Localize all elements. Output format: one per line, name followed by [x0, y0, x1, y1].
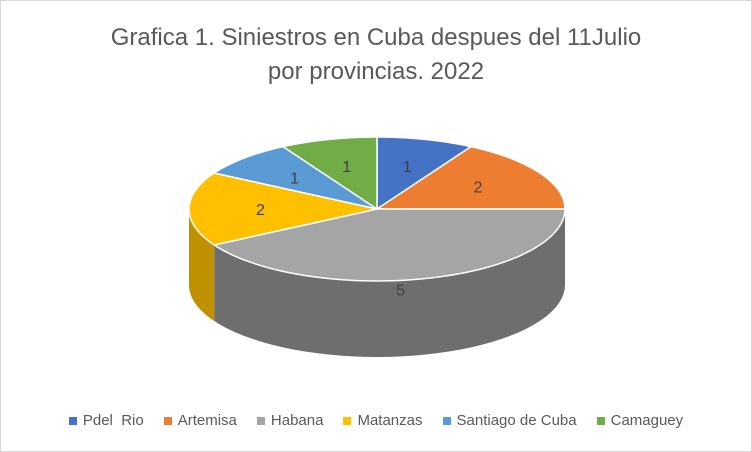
chart-title-line-1: Grafica 1. Siniestros en Cuba despues de…	[110, 24, 642, 51]
chart-title: Grafica 1. Siniestros en Cuba despues de…	[1, 21, 751, 89]
data-label-habana: 5	[396, 282, 405, 299]
legend-label: Artemisa	[177, 412, 237, 429]
legend-item-pdel-rio: Pdel Rio	[68, 412, 144, 429]
legend-item-santiago-de-cuba: Santiago de Cuba	[442, 412, 577, 429]
legend-swatch	[256, 416, 265, 425]
legend-swatch	[68, 416, 77, 425]
pie-slice-camaguey	[282, 136, 378, 210]
legend-label: Santiago de Cuba	[456, 412, 577, 429]
chart-title-line-2: por provincias. 2022	[267, 58, 485, 85]
legend-swatch	[343, 416, 352, 425]
pie-slice-santiago-de-cuba	[213, 145, 378, 210]
data-label-matanzas: 2	[256, 202, 265, 219]
legend-label: Pdel Rio	[82, 412, 144, 429]
data-label-artemisa: 2	[473, 180, 482, 197]
pie-slices	[188, 136, 566, 282]
data-label-pdel-rio: 1	[403, 159, 412, 176]
legend-swatch	[163, 416, 172, 425]
pie-chart: 1 2 5 2 1 1	[188, 136, 566, 357]
legend-item-artemisa: Artemisa	[163, 412, 237, 429]
legend-item-habana: Habana	[256, 412, 324, 429]
pie-slice-matanzas	[188, 172, 378, 246]
pie-data-labels: 1 2 5 2 1 1	[256, 159, 483, 299]
pie-side-habana	[214, 209, 565, 357]
pie-slice-pdel-rio	[376, 136, 472, 210]
legend-swatch	[442, 416, 451, 425]
data-label-santiago-de-cuba: 1	[290, 170, 299, 187]
legend-item-matanzas: Matanzas	[343, 412, 423, 429]
pie-sides	[189, 209, 565, 357]
legend-label: Habana	[270, 412, 324, 429]
pie-side-matanzas	[189, 209, 215, 321]
legend: Pdel Rio Artemisa Habana Matanzas Santiago d…	[1, 412, 751, 429]
legend-label: Camaguey	[610, 412, 684, 429]
legend-item-camaguey: Camaguey	[596, 412, 684, 429]
legend-label: Matanzas	[357, 412, 423, 429]
data-label-camaguey: 1	[342, 159, 351, 176]
legend-swatch	[596, 416, 605, 425]
pie-slice-habana	[213, 208, 566, 282]
pie-slice-artemisa	[376, 145, 566, 210]
